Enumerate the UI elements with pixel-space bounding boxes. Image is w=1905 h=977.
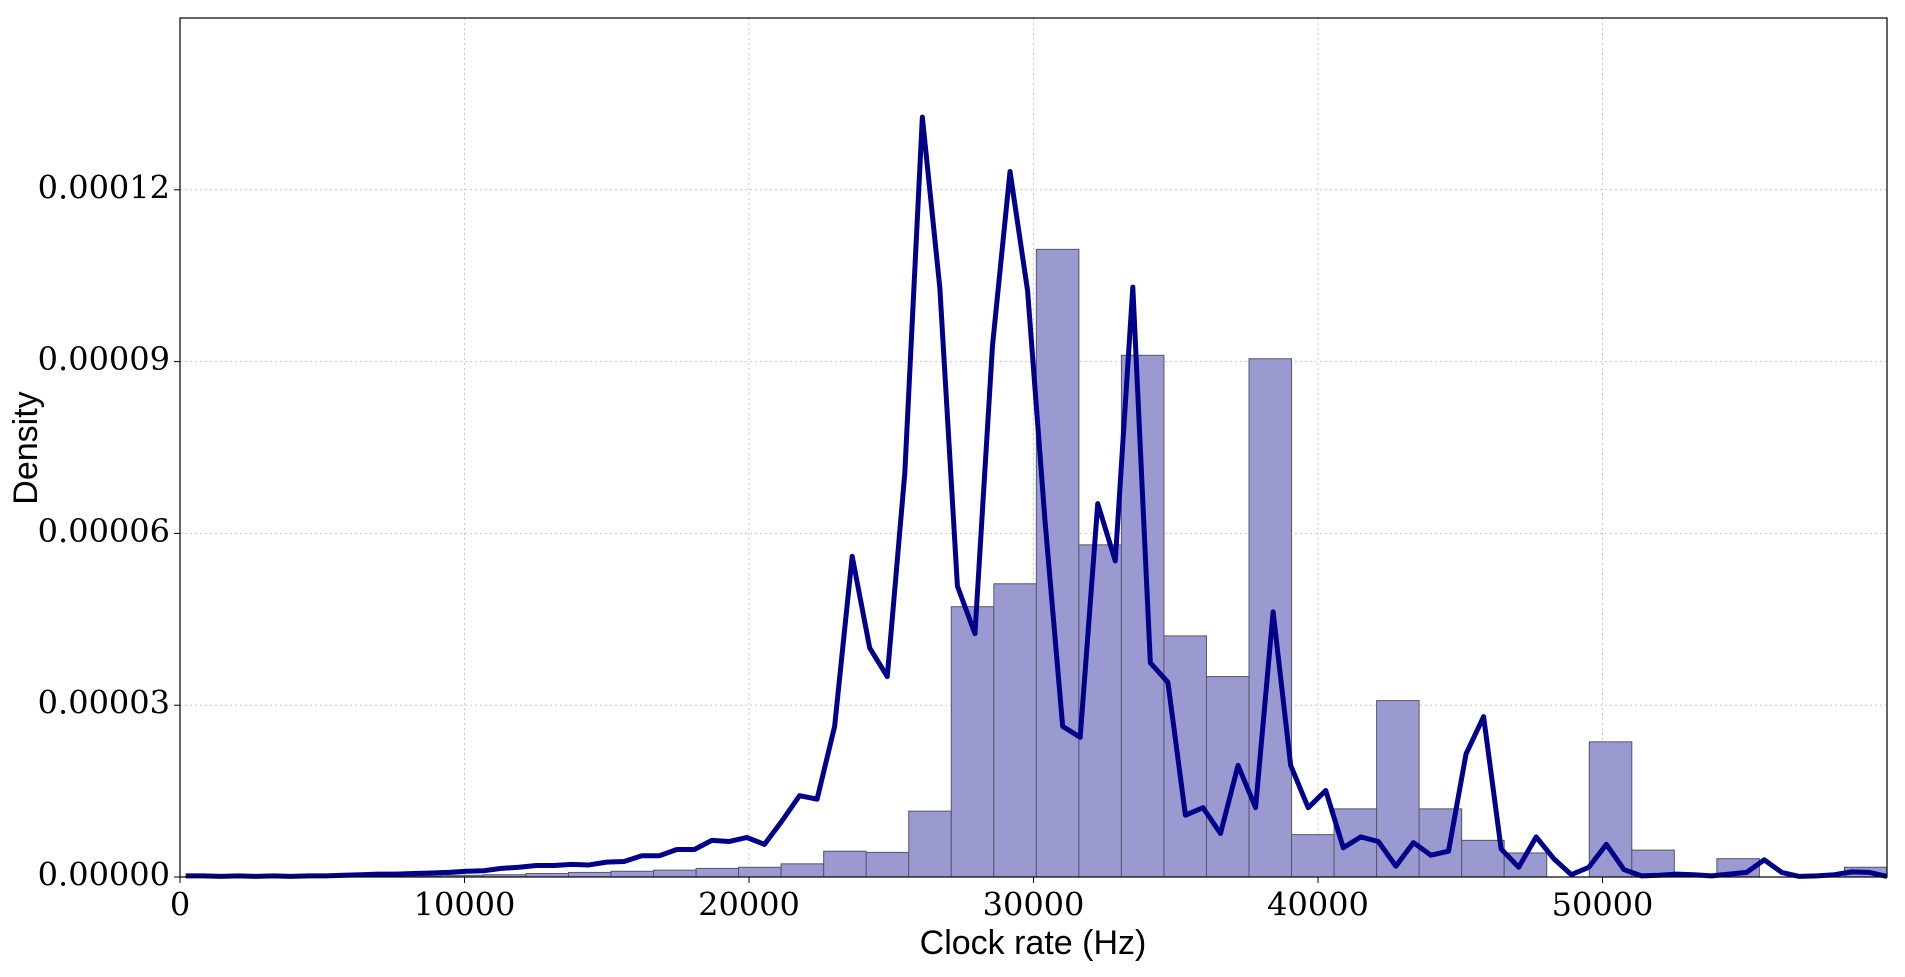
histogram-bar (1078, 544, 1122, 878)
x-tick-label: 20000 (698, 886, 800, 924)
y-tick-label: 0.00009 (38, 340, 170, 378)
histogram-bar (653, 869, 697, 878)
x-axis-label: Clock rate (Hz) (920, 924, 1147, 962)
histogram-bar (950, 606, 995, 878)
histogram-bar (780, 863, 825, 878)
y-tick-label: 0.00012 (38, 168, 170, 206)
y-tick-label: 0.00003 (38, 684, 170, 722)
x-tick-label: 0 (170, 886, 190, 924)
histogram-bar (738, 866, 782, 878)
histogram-bar (908, 810, 952, 878)
x-tick-label: 30000 (983, 886, 1085, 924)
x-tick-label: 50000 (1552, 886, 1654, 924)
histogram-bar (567, 871, 612, 878)
histogram-bar (695, 867, 740, 878)
y-tick-label: 0.00006 (38, 512, 170, 550)
histogram-bar (993, 583, 1037, 878)
histogram-bar (1035, 248, 1080, 878)
plot-frame (179, 17, 1888, 878)
density-line (185, 114, 1888, 879)
x-tick-label: 40000 (1267, 886, 1369, 924)
histogram-bar (610, 870, 655, 878)
histogram-bar (1120, 354, 1165, 878)
histogram-bar (1291, 834, 1335, 878)
histogram-bar (1163, 635, 1207, 878)
x-tick-label: 10000 (414, 886, 516, 924)
histogram-bar (865, 851, 910, 878)
histogram-bar (1461, 839, 1505, 878)
y-axis-label: Density (7, 391, 45, 504)
y-tick-label: 0.00000 (38, 856, 170, 894)
histogram-bar (823, 850, 867, 878)
